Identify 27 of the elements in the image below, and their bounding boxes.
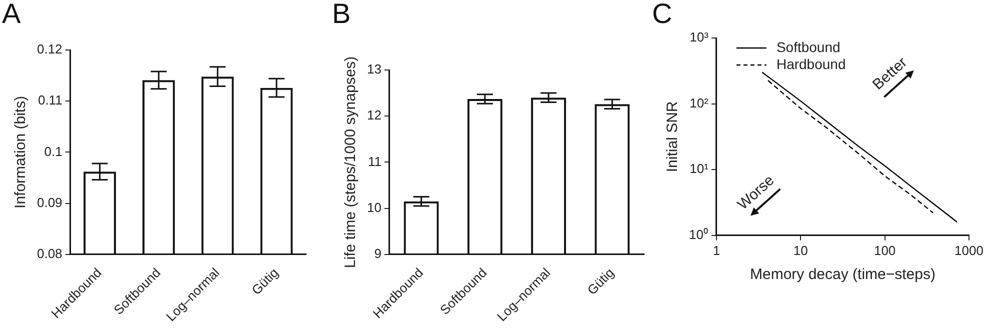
- y-tick-label: 0.1: [44, 144, 62, 159]
- y-tick-label: 11: [368, 154, 382, 169]
- y-tick-label: 10¹: [690, 161, 710, 176]
- x-tick-label: 100: [874, 242, 896, 258]
- x-tick-label: 10: [793, 242, 808, 258]
- y-tick-label: 9: [374, 246, 382, 261]
- legend-label: Softbound: [776, 38, 840, 55]
- y-tick-label: 0.09: [36, 194, 62, 210]
- legend-label: Hardbound: [776, 56, 846, 72]
- y-axis-title: Information (bits): [12, 96, 30, 208]
- y-tick-label: 10³: [690, 30, 710, 45]
- chart-title: C: [652, 0, 672, 30]
- y-tick-label: 13: [366, 62, 382, 77]
- y-tick-label: 0.12: [36, 42, 62, 57]
- y-axis-title: Life time (steps/1000 synapses): [342, 56, 360, 268]
- y-tick-label: 10: [366, 200, 382, 215]
- chart-title: B: [332, 0, 351, 30]
- y-tick-label: 10⁰: [688, 226, 708, 242]
- x-axis-title: Memory decay (time−steps): [750, 266, 936, 284]
- y-tick-label: 0.11: [38, 92, 62, 108]
- x-tick-label: 1000: [954, 242, 984, 258]
- x-tick-label: 1: [712, 242, 720, 258]
- chart-title: A: [2, 0, 21, 30]
- y-axis-title: Initial SNR: [664, 101, 682, 172]
- y-tick-label: 0.08: [36, 246, 62, 261]
- y-tick-label: 12: [366, 108, 382, 123]
- y-tick-label: 10²: [690, 95, 710, 110]
